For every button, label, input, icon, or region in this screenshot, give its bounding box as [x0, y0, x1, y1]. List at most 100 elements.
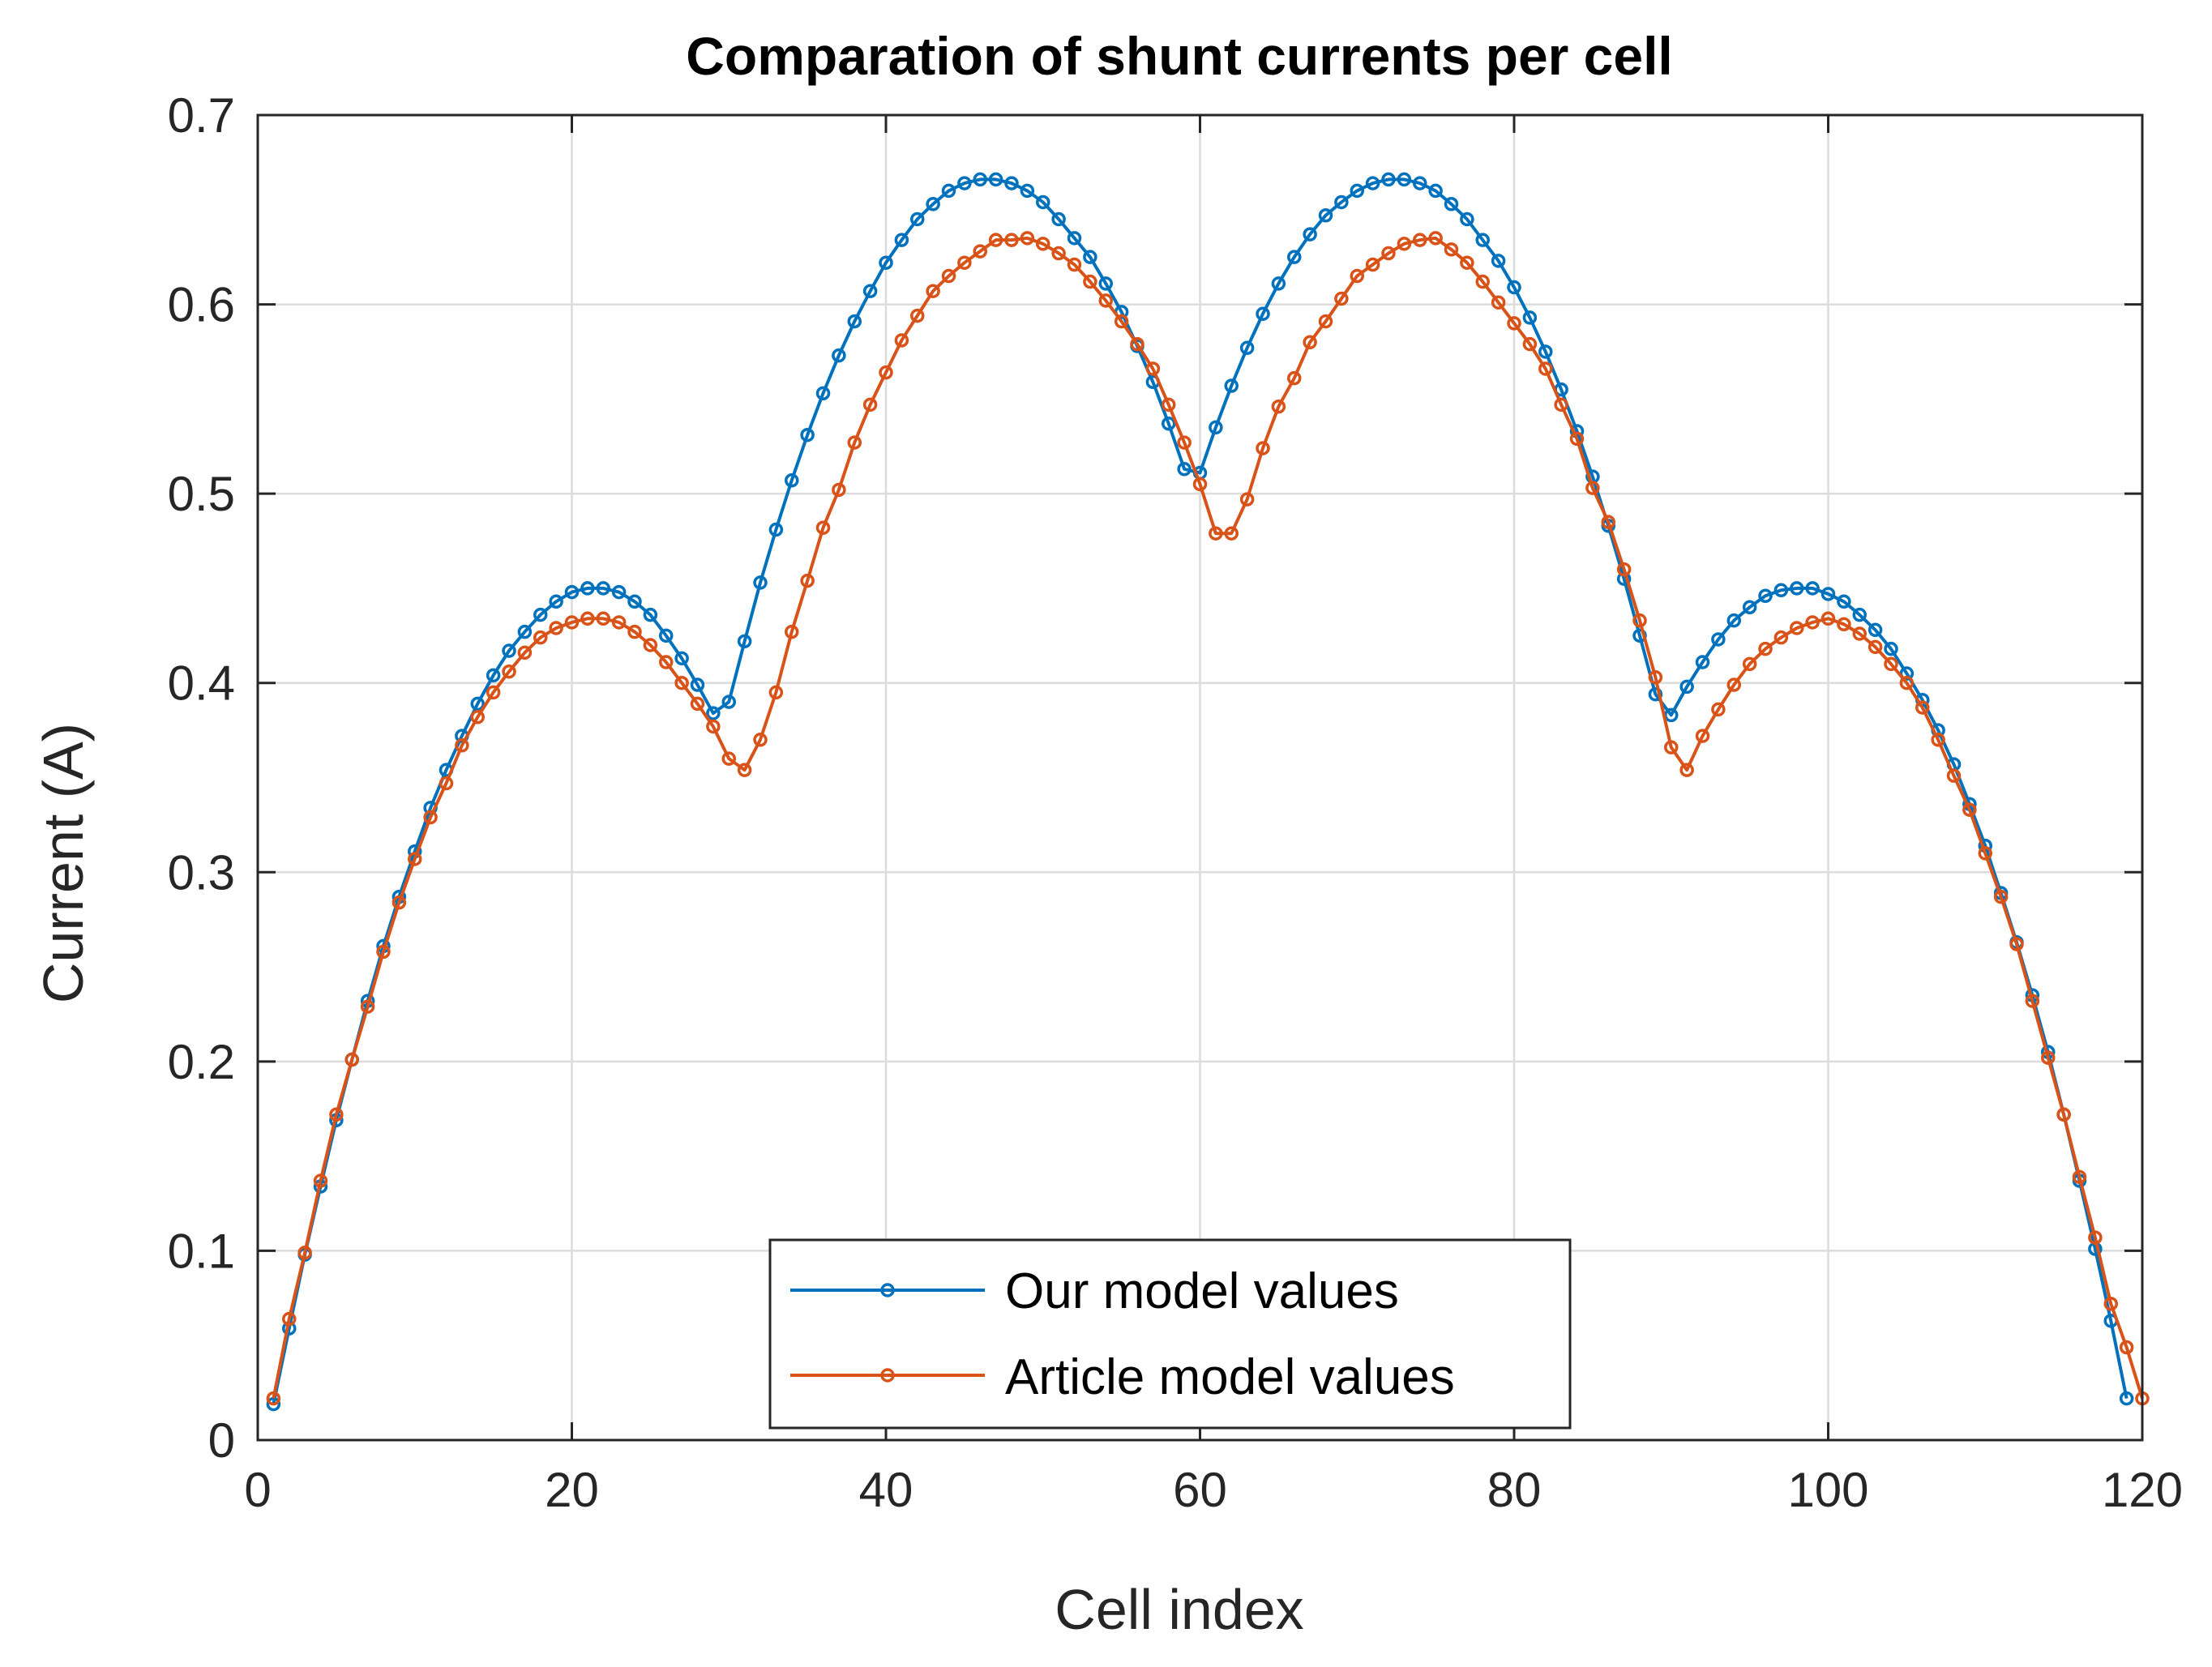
data-point	[1413, 233, 1427, 247]
data-point	[1884, 641, 1898, 656]
data-point	[1805, 581, 1820, 596]
y-tick-label: 0.4	[168, 656, 235, 711]
data-point	[486, 685, 501, 700]
data-point	[1381, 246, 1396, 261]
data-point	[1711, 702, 1726, 717]
data-point	[1444, 197, 1459, 212]
data-point	[564, 584, 580, 600]
data-point	[1083, 250, 1097, 264]
data-point	[1491, 295, 1506, 310]
data-point	[266, 1396, 281, 1412]
data-point	[643, 607, 658, 622]
legend-marker-our-model	[880, 1283, 895, 1297]
data-point	[1239, 340, 1255, 356]
data-point	[580, 611, 595, 626]
data-point	[926, 284, 940, 298]
y-tick-label: 0.5	[168, 467, 235, 521]
legend: Our model values Article model values	[768, 1238, 1572, 1430]
data-point	[423, 810, 438, 825]
data-point	[408, 852, 422, 866]
y-tick-label: 0.2	[168, 1035, 235, 1089]
data-point	[1711, 632, 1726, 647]
data-point	[1742, 600, 1757, 615]
data-point	[832, 348, 846, 363]
data-point	[815, 386, 831, 401]
data-point	[1397, 172, 1412, 187]
data-point	[1067, 257, 1082, 272]
data-point	[1318, 314, 1333, 329]
data-point	[706, 706, 721, 720]
data-point	[1303, 335, 1317, 350]
x-tick-label: 40	[859, 1463, 913, 1517]
data-point	[596, 611, 610, 626]
data-point	[1884, 656, 1898, 672]
data-point	[941, 268, 956, 284]
y-tick-label: 0.3	[168, 845, 235, 900]
data-point	[1695, 655, 1710, 669]
data-point	[1067, 231, 1082, 246]
data-point	[1192, 477, 1208, 492]
data-point	[1287, 250, 1302, 264]
data-point	[894, 233, 909, 247]
data-point	[768, 685, 784, 700]
data-point	[455, 738, 469, 753]
data-point	[1444, 242, 1459, 257]
data-point	[1899, 666, 1915, 681]
data-point	[627, 624, 642, 639]
x-axis-label: Cell index	[1055, 1578, 1303, 1641]
data-point	[502, 664, 516, 679]
data-point	[580, 581, 595, 596]
data-point	[1428, 183, 1443, 199]
data-point	[344, 1052, 359, 1067]
data-point	[1020, 183, 1035, 199]
series-line	[272, 236, 2144, 1400]
data-point	[1114, 314, 1129, 329]
data-point	[768, 522, 784, 537]
data-point	[721, 695, 736, 709]
data-point	[973, 244, 987, 259]
data-point	[926, 197, 940, 212]
data-point	[1475, 233, 1490, 247]
data-point	[1821, 611, 1836, 626]
data-point	[753, 575, 768, 590]
data-point	[1334, 194, 1349, 210]
data-point	[1224, 378, 1239, 393]
data-point	[1522, 310, 1538, 325]
data-point	[1616, 562, 1632, 577]
data-point	[1507, 280, 1521, 295]
data-point	[1664, 740, 1679, 754]
data-point	[1758, 588, 1773, 604]
data-point	[1538, 344, 1553, 359]
data-point	[1350, 268, 1364, 284]
data-point	[1569, 431, 1585, 447]
data-point	[1004, 176, 1019, 190]
data-point	[1742, 656, 1757, 672]
data-point	[1271, 276, 1286, 291]
data-point	[1413, 176, 1427, 190]
data-point	[1790, 581, 1804, 596]
data-point	[1020, 231, 1035, 246]
data-point	[674, 675, 689, 690]
data-point	[894, 333, 909, 348]
data-point	[282, 1311, 297, 1327]
data-point	[1318, 208, 1333, 223]
data-point	[1098, 293, 1113, 308]
data-point	[706, 719, 721, 734]
data-point	[1679, 679, 1694, 695]
data-point	[2056, 1107, 2071, 1122]
data-point	[1726, 677, 1741, 692]
data-point	[533, 607, 548, 622]
data-point	[832, 482, 846, 498]
legend-label-article-model: Article model values	[1005, 1349, 1455, 1405]
data-point	[2025, 994, 2040, 1008]
x-tick-label: 0	[244, 1463, 271, 1517]
data-point	[360, 999, 375, 1014]
data-point	[313, 1173, 328, 1188]
data-point	[800, 573, 815, 588]
data-point	[1256, 306, 1270, 321]
y-axis-label: Current (A)	[32, 723, 95, 1003]
data-point	[391, 895, 407, 910]
data-point	[549, 621, 563, 635]
data-point	[1773, 583, 1789, 598]
data-point	[470, 696, 485, 712]
